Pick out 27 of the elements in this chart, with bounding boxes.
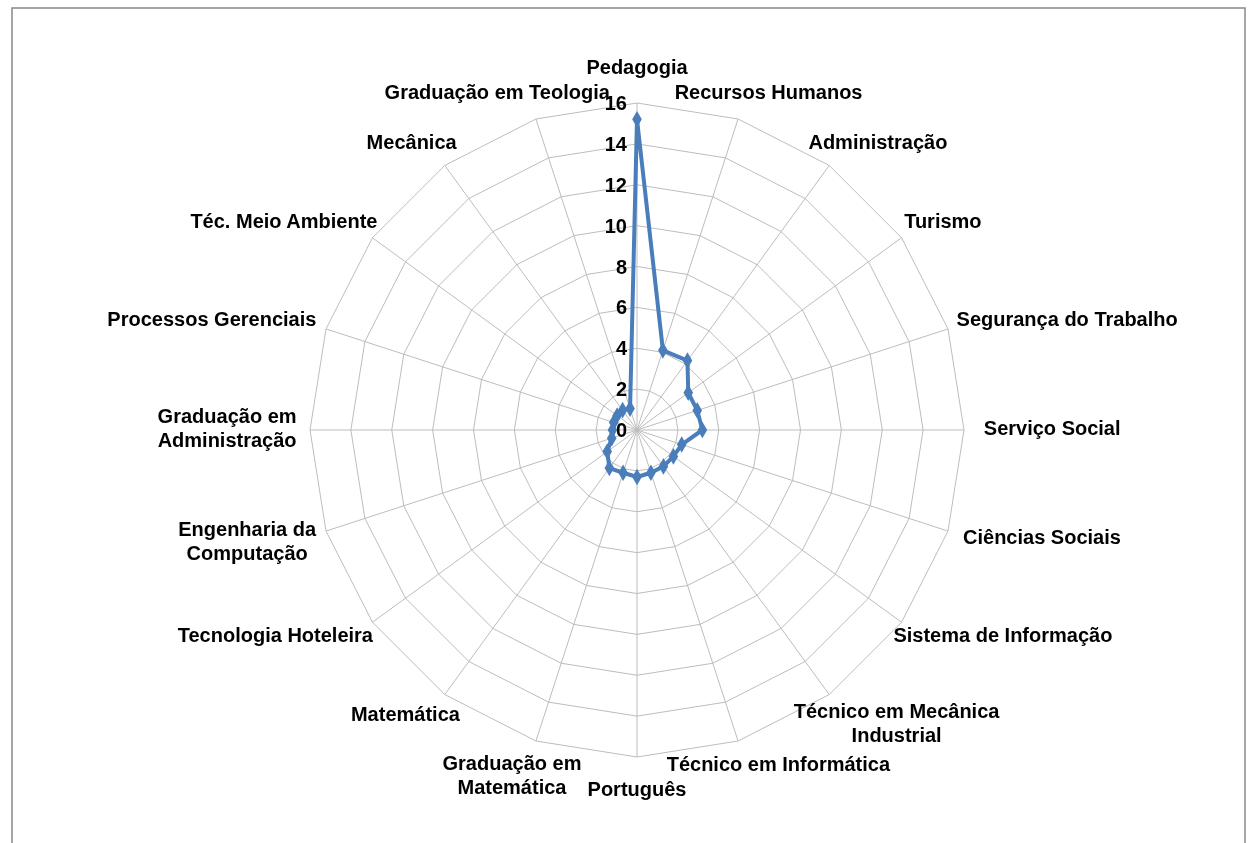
spoke-label: Engenharia da Computação [178,517,317,564]
spoke-label: Português [587,778,687,800]
spoke-label: Administração [808,131,948,154]
y-tick-label: 4 [615,337,628,360]
spoke-label: Segurança do Trabalho [956,307,1178,330]
spoke-label: Técnico em Informática [666,752,891,775]
spoke-label: Mecânica [366,131,458,154]
spoke-label: Sistema de Informação [893,624,1113,647]
spoke-label: Tecnologia Hoteleira [177,624,374,647]
y-tick-label: 10 [604,214,627,237]
spoke-label: Pedagogia [586,56,689,78]
y-tick-label: 8 [615,255,627,278]
spoke-label: Técnico em Mecânica Industrial [793,700,1001,747]
spoke-label: Turismo [904,209,982,232]
y-tick-label: 6 [615,296,627,319]
y-tick-label: 2 [615,378,627,401]
spoke-label: Graduação em Administração [157,405,297,451]
spoke-label: Recursos Humanos [674,81,863,104]
spoke-label: Graduação em Matemática [442,752,582,799]
spoke-label: Ciências Sociais [963,526,1121,549]
spoke-label: Matemática [350,702,461,725]
spoke-label: Téc. Meio Ambiente [190,209,378,232]
spoke-label: Serviço Social [983,417,1121,439]
y-tick-label: 14 [604,132,628,155]
y-tick-label: 12 [604,173,627,196]
y-tick-label: 0 [615,419,627,441]
spoke-label: Processos Gerenciais [107,307,317,330]
